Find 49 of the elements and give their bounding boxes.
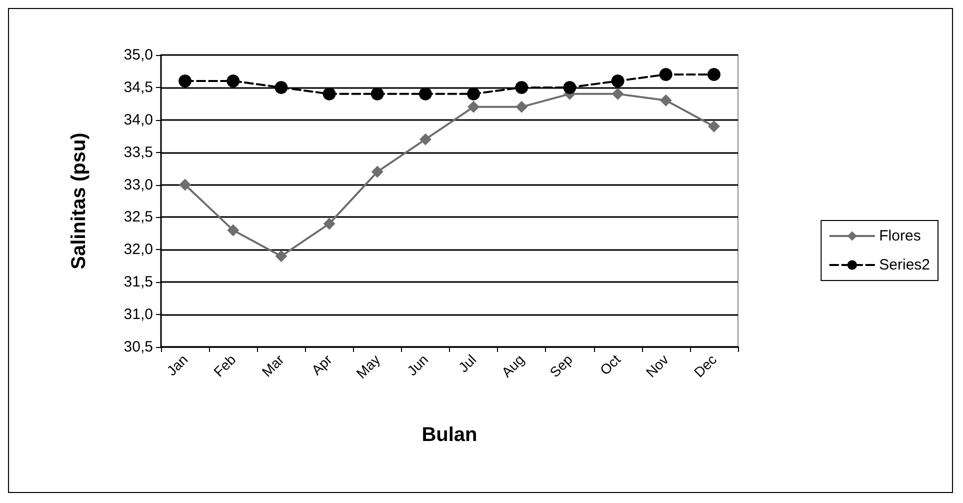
- x-tick-label: Aug: [498, 351, 528, 380]
- point: [611, 74, 624, 88]
- y-tick-label: 31,0: [124, 306, 153, 324]
- x-tick-label: May: [353, 351, 384, 382]
- point: [516, 100, 528, 113]
- x-axis-title: Bulan: [422, 424, 478, 446]
- point: [419, 133, 432, 146]
- x-tick-label: Sep: [546, 351, 576, 380]
- point: [371, 166, 384, 178]
- point: [515, 80, 528, 94]
- x-tick-label: Oct: [596, 351, 624, 378]
- y-tick-label: 33,5: [124, 144, 153, 161]
- point: [467, 87, 480, 100]
- point: [274, 80, 288, 94]
- y-tick-label: 30,5: [124, 338, 153, 356]
- point: [178, 74, 192, 88]
- point: [660, 94, 672, 106]
- x-tick-label: Mar: [258, 351, 288, 380]
- x-tick-label: Feb: [210, 351, 239, 380]
- point: [612, 88, 624, 100]
- y-tick-label: 34,5: [124, 78, 153, 96]
- x-tick-label: Nov: [642, 351, 672, 380]
- point: [707, 68, 720, 81]
- point: [659, 68, 672, 81]
- y-tick-label: 31,5: [124, 274, 153, 291]
- legend-label: Series2: [879, 256, 930, 274]
- point: [370, 87, 384, 100]
- point: [708, 120, 720, 132]
- x-tick-label: Jan: [163, 351, 191, 379]
- y-tick-label: 34,0: [124, 111, 153, 128]
- point: [179, 178, 192, 191]
- x-tick-label: Apr: [308, 351, 336, 378]
- legend-label: Flores: [879, 228, 921, 244]
- point: [275, 250, 288, 262]
- y-axis-title: Salinitas (psu): [68, 132, 90, 270]
- point: [323, 218, 336, 230]
- y-tick-label: 35,0: [124, 46, 153, 64]
- point: [322, 87, 336, 100]
- y-tick-label: 33,0: [124, 176, 153, 194]
- point: [418, 87, 432, 100]
- x-tick-label: Jun: [404, 351, 432, 379]
- x-tick-label: Jul: [455, 351, 480, 376]
- point: [226, 74, 240, 88]
- point: [227, 224, 240, 236]
- y-tick-label: 32,5: [124, 208, 153, 226]
- point: [563, 80, 576, 94]
- y-tick-label: 32,0: [124, 241, 153, 258]
- point: [468, 100, 480, 113]
- x-tick-label: Dec: [690, 351, 720, 380]
